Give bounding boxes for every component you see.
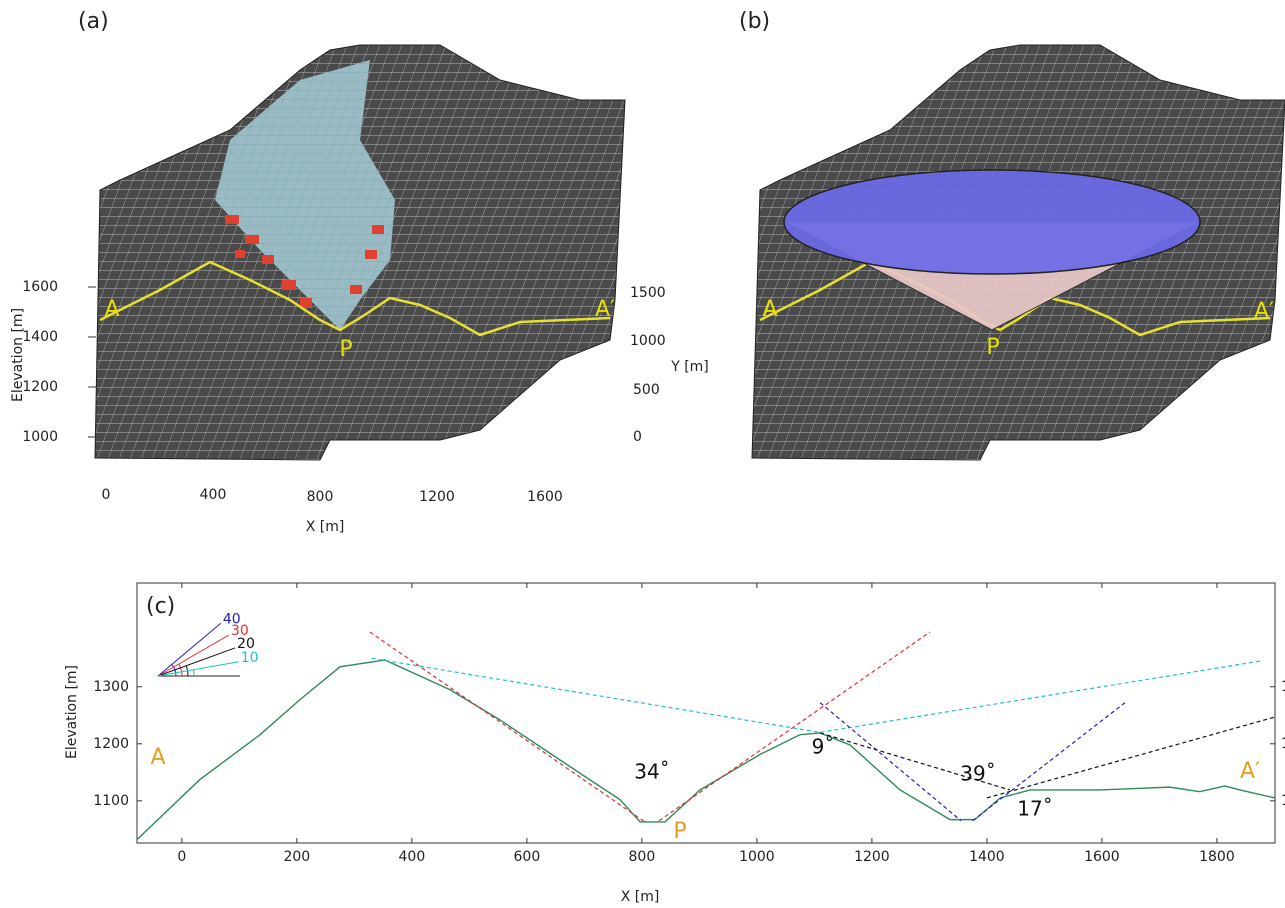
annotation: P xyxy=(986,335,999,360)
fit-line xyxy=(372,658,1260,732)
y-tick-label: 500 xyxy=(633,382,660,398)
legend-label: 10 xyxy=(241,650,259,666)
x-tick-label: 1800 xyxy=(1199,849,1235,865)
annotation: A′ xyxy=(1240,759,1260,784)
angle-label: 34˚ xyxy=(634,760,669,784)
y-axis-label: Elevation [m] xyxy=(64,665,80,759)
y-tick-label: 1000 xyxy=(630,333,666,349)
angle-arc xyxy=(179,664,182,676)
annotation: A xyxy=(104,297,119,322)
panel-label: (b) xyxy=(739,9,770,34)
angle-arc xyxy=(193,670,194,676)
y-tick-label: 1200 xyxy=(1281,736,1285,752)
fit-line xyxy=(987,717,1275,798)
x-tick-label: 400 xyxy=(200,487,227,503)
x-tick-label: 200 xyxy=(283,849,310,865)
angle-label: 39˚ xyxy=(960,762,995,786)
y-tick-label: 1100 xyxy=(1281,793,1285,809)
z-tick-label: 1200 xyxy=(22,379,58,395)
fit-line xyxy=(659,632,930,821)
x-axis-label: X [m] xyxy=(306,519,345,535)
surface-a xyxy=(95,45,625,460)
x-tick-label: 800 xyxy=(307,489,334,505)
cone-top xyxy=(784,170,1200,274)
x-axis-label: X [m] xyxy=(621,889,660,905)
x-tick-label: 600 xyxy=(514,849,541,865)
y-tick-label: 1100 xyxy=(93,793,129,809)
angle-label: 17˚ xyxy=(1017,797,1052,821)
panel-label: (c) xyxy=(146,594,175,619)
x-tick-label: 1600 xyxy=(1084,849,1120,865)
x-tick-label: 800 xyxy=(629,849,656,865)
x-tick-label: 1000 xyxy=(739,849,775,865)
x-tick-label: 1400 xyxy=(969,849,1005,865)
x-tick-label: 400 xyxy=(399,849,426,865)
z-tick-label: 1600 xyxy=(22,279,58,295)
y-axis-label: Y [m] xyxy=(670,359,709,375)
y-tick-label: 1500 xyxy=(630,285,666,301)
y-tick-label: 1200 xyxy=(93,736,129,752)
x-tick-label: 0 xyxy=(177,849,186,865)
fit-line xyxy=(370,632,645,822)
x-tick-label: 1600 xyxy=(527,489,563,505)
panel-label: (a) xyxy=(78,9,109,34)
angle-label: 9˚ xyxy=(812,735,835,759)
annotation: A′ xyxy=(595,297,615,322)
x-tick-label: 1200 xyxy=(419,489,455,505)
z-tick-label: 1000 xyxy=(22,429,58,445)
y-tick-label: 1300 xyxy=(1281,679,1285,695)
x-tick-label: 0 xyxy=(102,487,111,503)
y-tick-label: 0 xyxy=(633,429,642,445)
annotation: A xyxy=(762,297,777,322)
surface-b xyxy=(752,45,1285,460)
annotation: P xyxy=(339,337,352,362)
annotation: A xyxy=(150,745,165,770)
y-tick-label: 1300 xyxy=(93,679,129,695)
z-tick-label: 1400 xyxy=(22,329,58,345)
angle-ray xyxy=(158,648,235,676)
annotation: P xyxy=(673,819,686,844)
x-tick-label: 1200 xyxy=(854,849,890,865)
annotation: A′ xyxy=(1254,299,1274,324)
figure: (a) X [m] Y [m] Elevation [m] A A′ P (b)… xyxy=(0,0,1285,908)
angle-ray xyxy=(158,623,221,676)
